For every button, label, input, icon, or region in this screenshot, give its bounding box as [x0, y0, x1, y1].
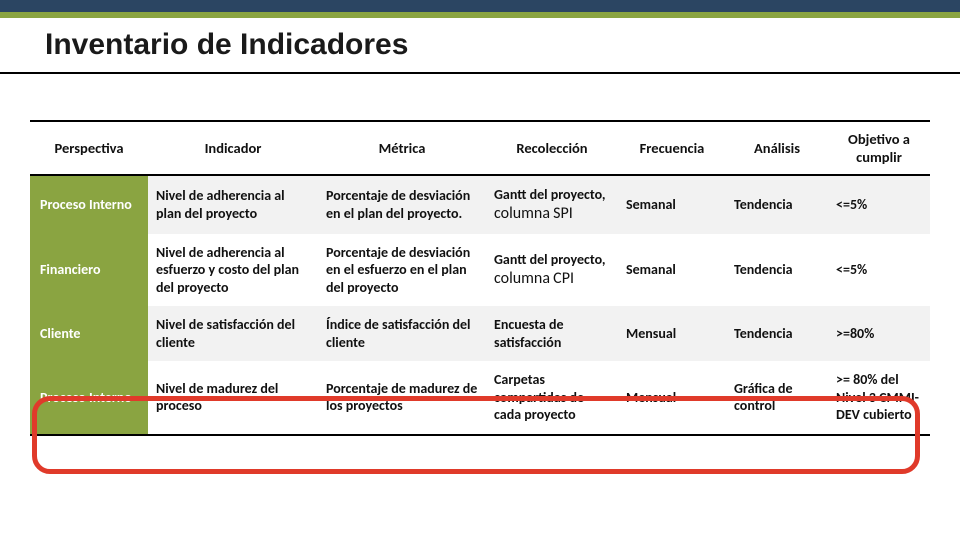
- cell-metrica: Porcentaje de madurez de los proyectos: [318, 361, 486, 435]
- col-analisis: Análisis: [726, 121, 828, 175]
- recoleccion-text: Gantt del proyecto,: [494, 186, 606, 203]
- cell-analisis: Gráfica de control: [726, 361, 828, 435]
- cell-frecuencia: Semanal: [618, 234, 726, 307]
- cell-recoleccion: Encuesta de satisfacción: [486, 306, 618, 361]
- cell-objetivo: <=5%: [828, 234, 930, 307]
- cell-metrica: Porcentaje de desviación en el esfuerzo …: [318, 234, 486, 307]
- cell-perspectiva: Cliente: [30, 306, 148, 361]
- cell-analisis: Tendencia: [726, 234, 828, 307]
- recoleccion-tag: CPI: [553, 269, 574, 288]
- cell-frecuencia: Semanal: [618, 175, 726, 234]
- cell-indicador: Nivel de adherencia al plan del proyecto: [148, 175, 318, 234]
- table-row: Proceso Interno Nivel de adherencia al p…: [30, 175, 930, 234]
- table-row: Financiero Nivel de adherencia al esfuer…: [30, 234, 930, 307]
- cell-perspectiva: Proceso Interno: [30, 175, 148, 234]
- cell-perspectiva: Proceso Interno: [30, 361, 148, 435]
- cell-indicador: Nivel de adherencia al esfuerzo y costo …: [148, 234, 318, 307]
- title-underline: [0, 72, 960, 74]
- recoleccion-text: Gantt del proyecto,: [494, 251, 606, 268]
- cell-perspectiva: Financiero: [30, 234, 148, 307]
- cell-analisis: Tendencia: [726, 306, 828, 361]
- cell-objetivo: >=80%: [828, 306, 930, 361]
- cell-indicador: Nivel de madurez del proceso: [148, 361, 318, 435]
- top-accent-dark: [0, 0, 960, 12]
- cell-frecuencia: Mensual: [618, 361, 726, 435]
- col-perspectiva: Perspectiva: [30, 121, 148, 175]
- col-indicador: Indicador: [148, 121, 318, 175]
- table-head: Perspectiva Indicador Métrica Recolecció…: [30, 121, 930, 175]
- col-metrica: Métrica: [318, 121, 486, 175]
- table-header-row: Perspectiva Indicador Métrica Recolecció…: [30, 121, 930, 175]
- indicators-table-wrap: Perspectiva Indicador Métrica Recolecció…: [30, 120, 930, 436]
- table-body: Proceso Interno Nivel de adherencia al p…: [30, 175, 930, 435]
- cell-indicador: Nivel de satisfacción del cliente: [148, 306, 318, 361]
- table-row: Cliente Nivel de satisfacción del client…: [30, 306, 930, 361]
- recoleccion-tag: SPI: [553, 204, 573, 223]
- cell-recoleccion: Gantt del proyecto, columna SPI: [486, 175, 618, 234]
- slide: Inventario de Indicadores Perspectiva In…: [0, 0, 960, 540]
- cell-recoleccion: Gantt del proyecto, columna CPI: [486, 234, 618, 307]
- table-row: Proceso Interno Nivel de madurez del pro…: [30, 361, 930, 435]
- cell-recoleccion: Carpetas compartidas de cada proyecto: [486, 361, 618, 435]
- cell-objetivo: >= 80% del Nivel 3 CMMI-DEV cubierto: [828, 361, 930, 435]
- cell-metrica: Porcentaje de desviación en el plan del …: [318, 175, 486, 234]
- col-recoleccion: Recolección: [486, 121, 618, 175]
- top-accent-green: [0, 12, 960, 18]
- recoleccion-columna: columna: [494, 269, 550, 288]
- cell-frecuencia: Mensual: [618, 306, 726, 361]
- page-title: Inventario de Indicadores: [45, 28, 408, 62]
- recoleccion-columna: columna: [494, 204, 550, 223]
- cell-objetivo: <=5%: [828, 175, 930, 234]
- indicators-table: Perspectiva Indicador Métrica Recolecció…: [30, 120, 930, 436]
- col-objetivo: Objetivo a cumplir: [828, 121, 930, 175]
- cell-analisis: Tendencia: [726, 175, 828, 234]
- cell-metrica: Índice de satisfacción del cliente: [318, 306, 486, 361]
- col-frecuencia: Frecuencia: [618, 121, 726, 175]
